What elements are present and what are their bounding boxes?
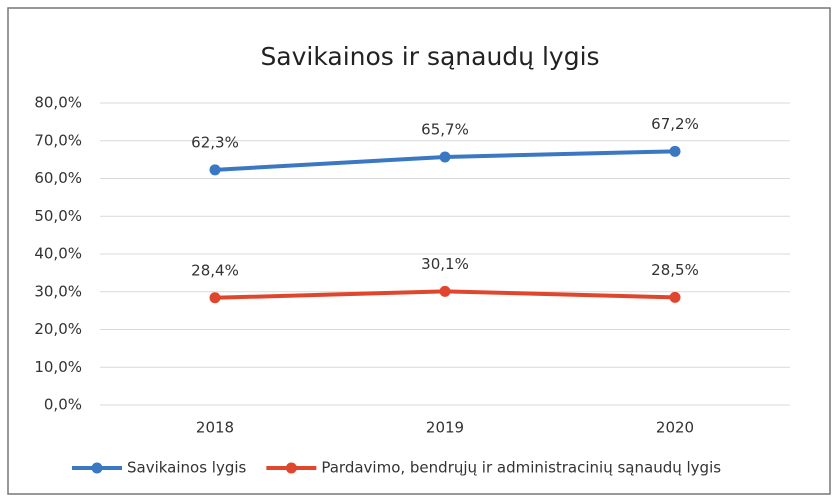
data-label: 62,3% [191,133,239,151]
data-label: 65,7% [421,120,469,138]
data-point [669,291,681,303]
data-point [209,164,221,176]
data-label: 28,5% [651,261,699,279]
chart-title: Savikainos ir sąnaudų lygis [260,42,599,71]
x-tick-label: 2018 [196,419,234,437]
y-tick-label: 0,0% [44,396,82,414]
y-tick-label: 70,0% [34,131,82,149]
data-point [439,151,451,163]
data-label: 30,1% [421,255,469,273]
data-point [209,292,221,304]
y-tick-label: 30,0% [34,282,82,300]
y-tick-label: 20,0% [34,320,82,338]
y-tick-label: 50,0% [34,207,82,225]
chart-border [7,7,831,495]
x-tick-label: 2019 [426,419,464,437]
y-tick-label: 80,0% [34,94,82,112]
y-tick-label: 60,0% [34,169,82,187]
legend-label: Savikainos lygis [127,459,247,477]
data-label: 28,4% [191,261,239,279]
data-label: 67,2% [651,115,699,133]
data-point [669,145,681,157]
legend-marker [285,462,297,474]
y-tick-label: 10,0% [34,358,82,376]
x-tick-label: 2020 [656,419,694,437]
legend-label: Pardavimo, bendrųjų ir administracinių s… [321,459,721,477]
legend-marker [91,462,103,474]
data-point [439,285,451,297]
y-tick-label: 40,0% [34,245,82,263]
